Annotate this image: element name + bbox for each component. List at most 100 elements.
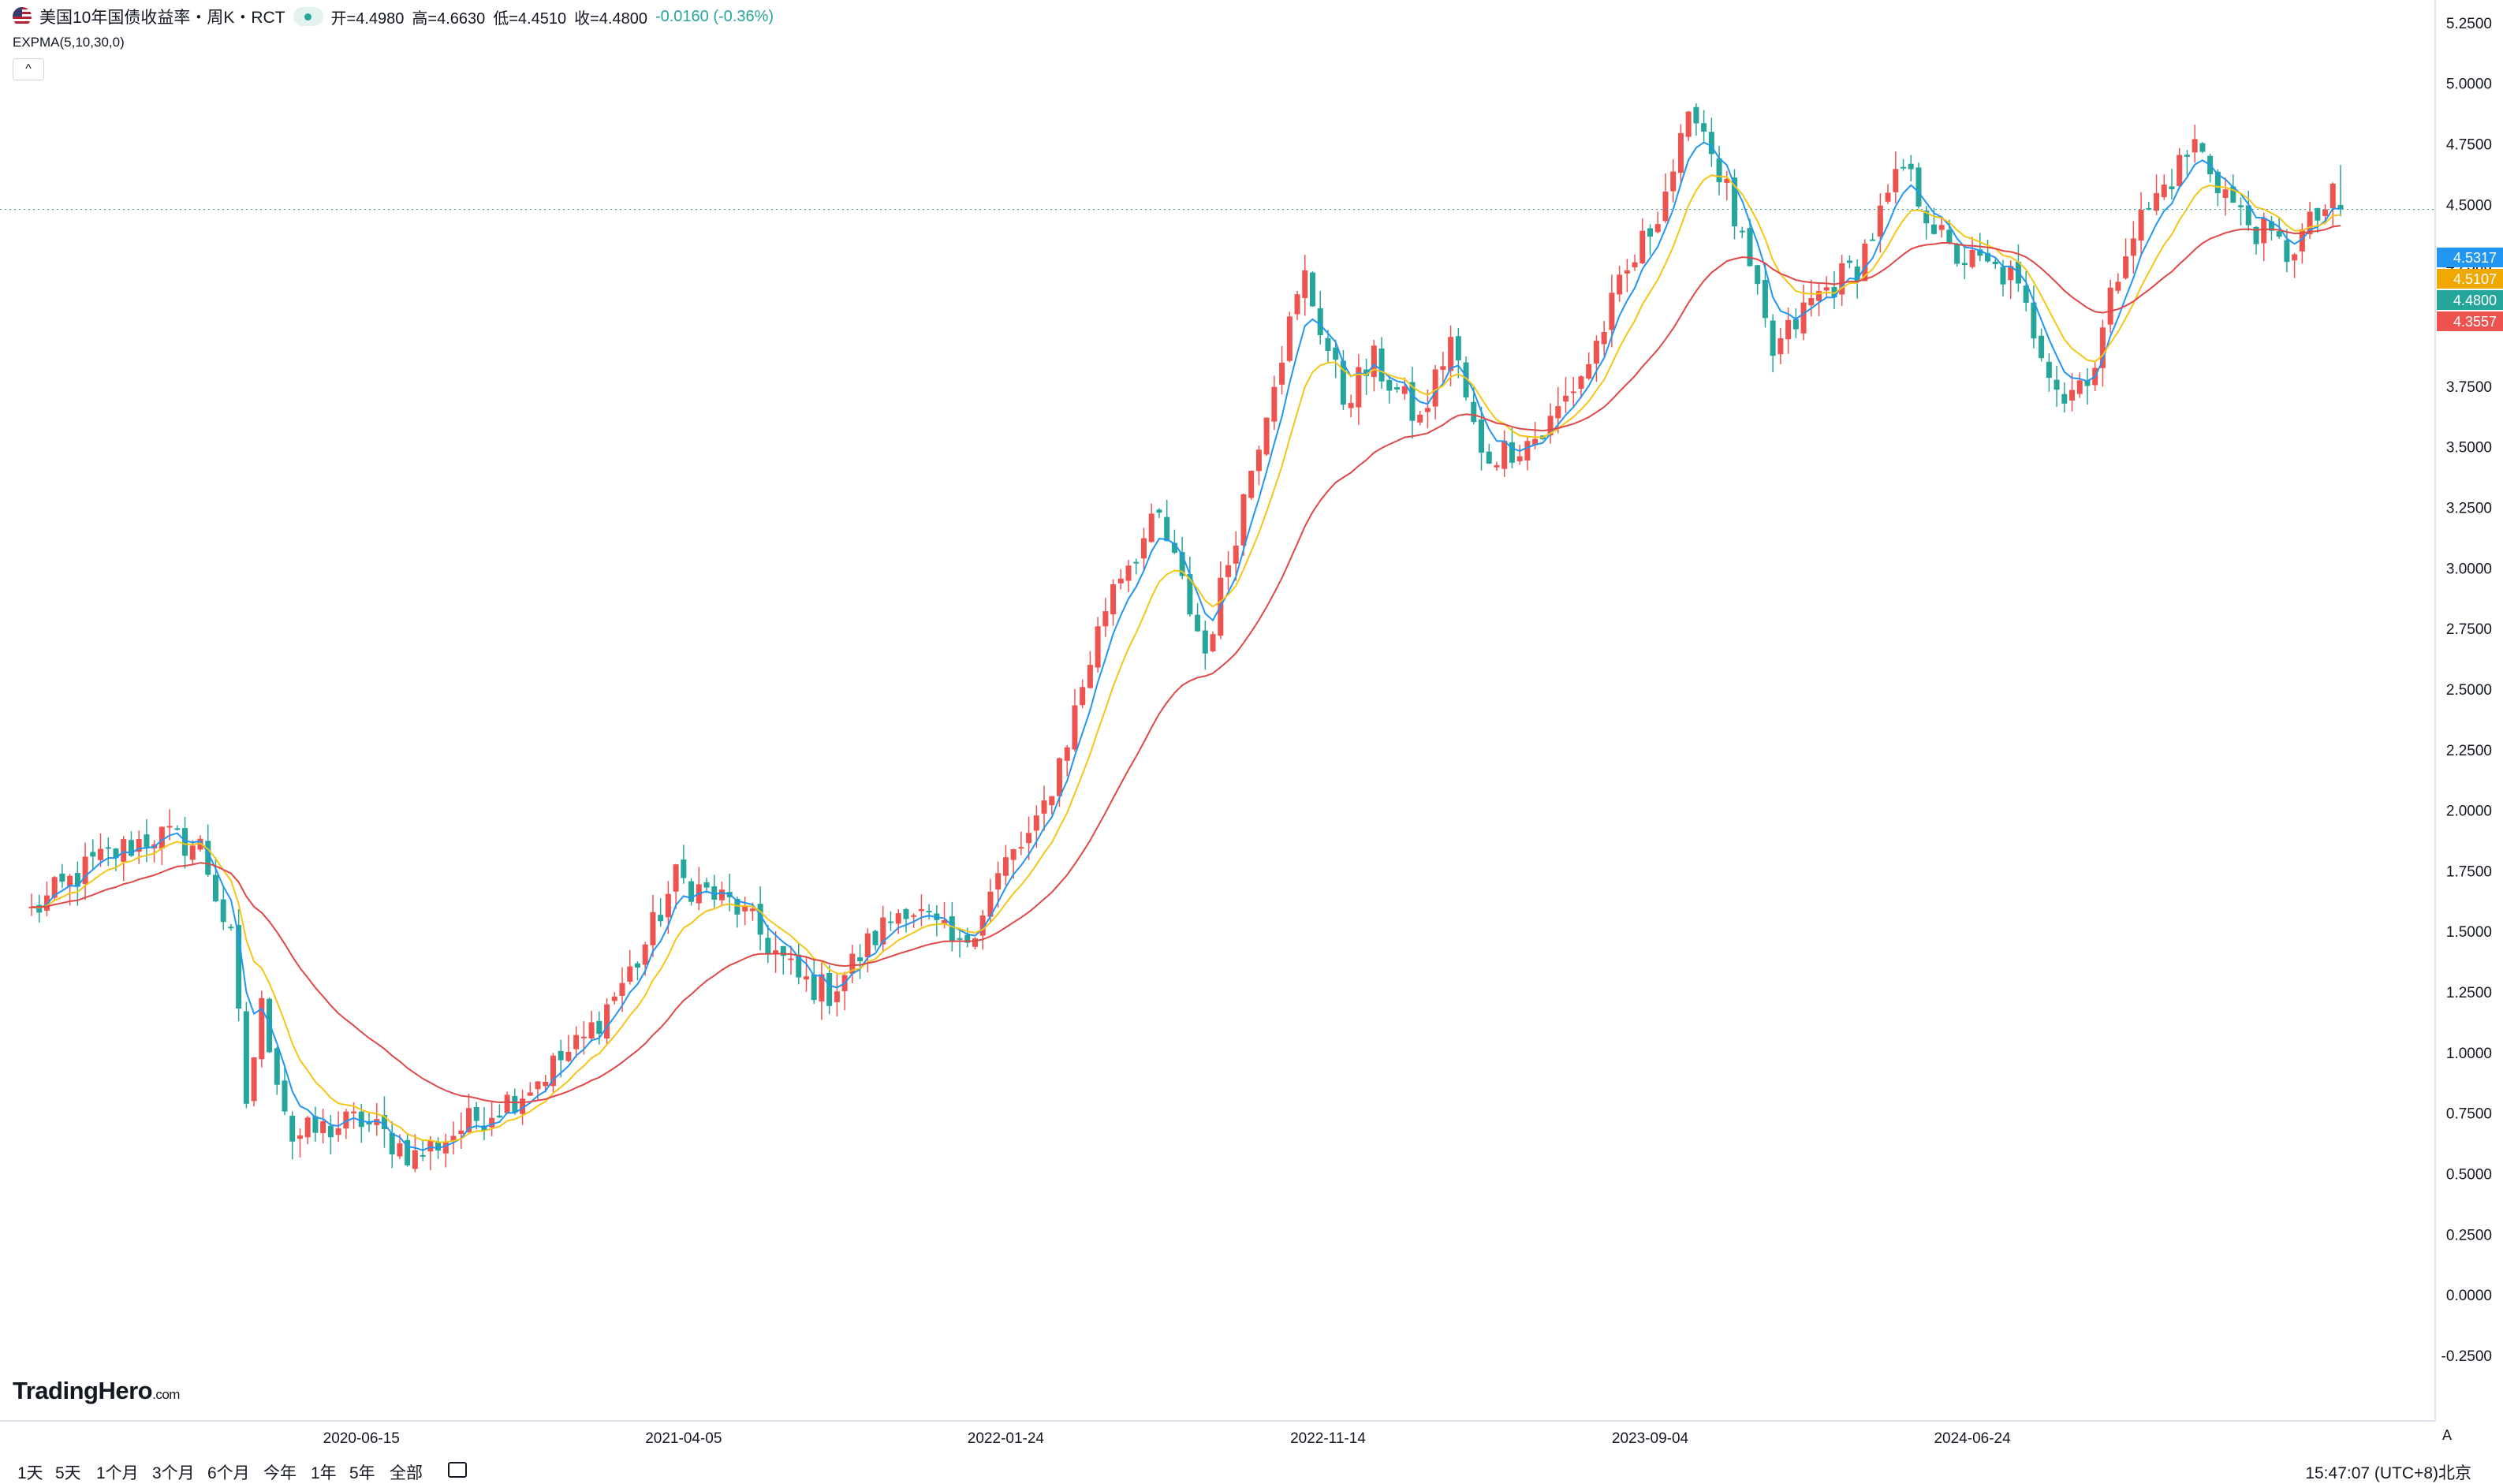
candle-body [450, 1135, 457, 1142]
candle-body [327, 1125, 334, 1138]
candle-body [1609, 293, 1615, 330]
x-tick-label: 2024-06-24 [1934, 1430, 2011, 1447]
candle-body [274, 1048, 280, 1085]
candle-body [2130, 238, 2136, 256]
candle-body [304, 1117, 311, 1138]
candle-body [1670, 171, 1677, 192]
range-5d[interactable]: 5天 [55, 1464, 81, 1482]
candle-body [765, 938, 771, 954]
y-tick-label: 0.5000 [2446, 1167, 2492, 1184]
candle-body [1524, 441, 1531, 460]
candle-body [2199, 143, 2206, 152]
candle-body [1877, 205, 1883, 237]
symbol-title[interactable]: 美国10年国债收益率・周K・RCT [39, 9, 285, 27]
candle-body [1701, 123, 1707, 132]
candle-body [1225, 565, 1232, 577]
candle-body [2107, 287, 2113, 325]
candle-body [2214, 171, 2221, 194]
candle-body [1547, 416, 1554, 436]
candle-body [1171, 543, 1177, 554]
candle-body [1371, 345, 1377, 378]
candle-body [1240, 494, 1247, 546]
candle-body [1831, 287, 1837, 298]
candle-body [189, 845, 196, 860]
candle-body [1509, 442, 1515, 463]
candle-body [1961, 263, 1968, 266]
range-1m[interactable]: 1个月 [96, 1464, 139, 1482]
candle-body [1770, 320, 1776, 356]
range-5y[interactable]: 5年 [349, 1464, 375, 1482]
candle-body [1693, 106, 1699, 124]
candle-body [857, 957, 864, 962]
candle-body [1026, 833, 1032, 844]
candle-body [2230, 186, 2236, 203]
candle-body [512, 1095, 518, 1113]
candle-body [2084, 381, 2091, 386]
candle-body [1494, 464, 1500, 468]
candle-body [1893, 169, 1899, 192]
x-tick-label: 2022-11-14 [1290, 1430, 1366, 1447]
auto-scale-button[interactable]: A [2441, 1427, 2452, 1443]
candle-body [1570, 391, 1576, 393]
candle-body [1140, 538, 1147, 559]
candle-body [1255, 449, 1262, 472]
candle-body [811, 974, 817, 1001]
high-value: 高=4.6630 [412, 9, 486, 28]
candle-body [1325, 337, 1331, 351]
indicator-label[interactable]: EXPMA(5,10,30,0) [13, 35, 125, 50]
candle-body [1164, 516, 1170, 542]
candle-body [1846, 260, 1852, 263]
candle-body [1662, 191, 1669, 222]
candle-body [619, 982, 625, 996]
collapse-chevron-up-icon[interactable]: ^ [13, 58, 44, 80]
candle-body [1432, 369, 1438, 407]
price-label: 4.5317 [2453, 250, 2497, 266]
candle-body [1601, 332, 1607, 345]
range-all[interactable]: 全部 [390, 1464, 423, 1482]
y-tick-label: 2.2500 [2446, 743, 2492, 759]
candle-body [465, 1108, 472, 1132]
candle-body [243, 1011, 249, 1104]
candle-body [2238, 205, 2244, 207]
candle-body [1677, 132, 1684, 173]
candle-body [473, 1107, 479, 1121]
y-tick-label: 2.7500 [2446, 621, 2492, 638]
range-6m[interactable]: 6个月 [207, 1464, 250, 1482]
candle-body [803, 976, 809, 980]
low-value: 低=4.4510 [493, 9, 567, 28]
candle-body [1938, 225, 1945, 230]
candle-body [1479, 419, 1485, 453]
candle-body [1647, 228, 1654, 237]
candle-body [1448, 337, 1454, 371]
range-ytd[interactable]: 今年 [263, 1464, 297, 1482]
candle-body [1555, 406, 1561, 419]
change-value: -0.0160 (-0.36%) [655, 7, 774, 25]
range-3m[interactable]: 3个月 [152, 1464, 195, 1482]
candle-body [1785, 319, 1792, 340]
price-label-bg [2437, 311, 2503, 331]
y-tick-label: 0.7500 [2446, 1106, 2492, 1123]
candle-body [1954, 244, 1960, 264]
candle-body [711, 886, 718, 900]
candle-body [144, 834, 150, 848]
candle-body [1708, 132, 1714, 155]
candle-body [1501, 440, 1508, 469]
candle-body [1363, 369, 1370, 376]
candle-body [1424, 408, 1431, 412]
candle-body [565, 1051, 572, 1061]
candle-body [74, 873, 80, 887]
price-label: 4.5107 [2453, 271, 2497, 287]
candle-body [435, 1141, 442, 1151]
candle-body [1348, 403, 1354, 408]
range-1y[interactable]: 1年 [311, 1464, 337, 1482]
candle-body [788, 958, 794, 960]
candle-body [742, 906, 748, 912]
candle-body [749, 908, 755, 912]
calendar-icon[interactable] [448, 1462, 467, 1478]
candle-body [1486, 451, 1492, 464]
visibility-eye-icon[interactable] [293, 7, 323, 26]
candle-body [1271, 386, 1278, 422]
candle-body [1156, 509, 1162, 513]
range-1d[interactable]: 1天 [17, 1464, 43, 1482]
